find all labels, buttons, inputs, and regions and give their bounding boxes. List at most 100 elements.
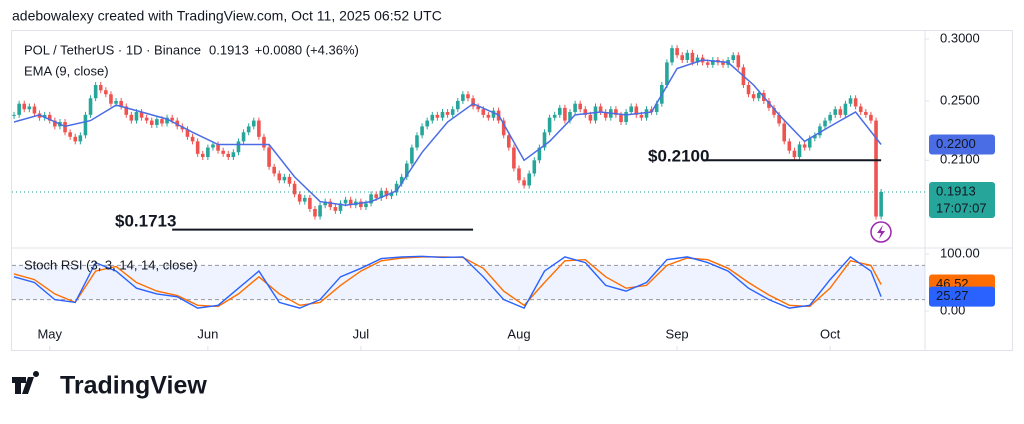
last-price: 0.1913: [209, 42, 249, 57]
candle: [262, 136, 266, 148]
candle: [272, 166, 276, 174]
candle: [802, 144, 807, 148]
candle: [98, 85, 103, 91]
candle: [455, 100, 460, 110]
candle: [206, 147, 210, 158]
candle: [501, 120, 506, 136]
candle: [63, 122, 67, 133]
candle: [547, 117, 552, 133]
ema-line: [13, 59, 882, 206]
candle: [746, 85, 751, 95]
candle: [619, 114, 623, 123]
candle: [17, 103, 21, 115]
candle: [134, 112, 139, 121]
candle: [343, 199, 348, 204]
candle: [777, 114, 781, 124]
candle: [195, 141, 200, 154]
candle: [42, 114, 47, 118]
chart-frame: [11, 30, 1013, 351]
candle: [721, 62, 725, 65]
candle: [267, 147, 271, 167]
candle: [68, 132, 72, 137]
candle: [853, 98, 858, 107]
stoch-legend: Stoch RSI (3, 3, 14, 14, close): [24, 257, 197, 272]
candle: [415, 135, 419, 148]
candle: [47, 114, 52, 121]
logo: TradingView: [12, 371, 207, 400]
candle: [879, 192, 883, 217]
price-change: +0.0080 (+4.36%): [255, 42, 359, 57]
candle: [384, 190, 389, 197]
candle: [221, 150, 225, 154]
ema-tag-text: 0.2200: [936, 136, 976, 151]
x-tick-label: May: [37, 326, 62, 341]
candle: [200, 153, 205, 158]
event-icon-bolt: [877, 225, 885, 239]
candle: [869, 114, 873, 121]
candle: [588, 114, 593, 121]
candle: [864, 112, 868, 115]
candle: [629, 106, 634, 113]
candle: [563, 107, 567, 121]
candle: [838, 109, 843, 115]
candle: [818, 126, 822, 136]
candle: [93, 85, 98, 99]
candle: [425, 120, 429, 127]
ema-legend: EMA (9, close): [24, 63, 109, 78]
candle: [88, 98, 93, 115]
candle: [251, 120, 256, 127]
candle: [527, 173, 531, 186]
candle: [828, 114, 832, 121]
annotation-label: $0.1713: [115, 211, 176, 230]
candle: [149, 120, 154, 125]
candle: [175, 120, 180, 127]
logo-text: TradingView: [60, 372, 207, 400]
candle: [165, 117, 169, 124]
x-tick-label: Jul: [353, 326, 370, 341]
candle: [185, 129, 190, 137]
candle: [394, 183, 399, 193]
x-tick-label: Oct: [820, 326, 841, 341]
y-tick-label: 100.00: [940, 245, 980, 260]
candle: [27, 106, 32, 110]
candle: [583, 109, 588, 115]
candle: [639, 114, 644, 118]
candle: [302, 197, 307, 202]
candle: [160, 119, 164, 124]
candle: [685, 52, 690, 60]
price-tag-box: [929, 182, 995, 219]
candle: [512, 147, 516, 169]
candle: [711, 59, 715, 65]
candle: [277, 173, 282, 181]
candle: [466, 94, 470, 99]
candle: [109, 94, 113, 104]
stoch-tag-text: 25.27: [936, 288, 969, 303]
y-tick-label: 0.2500: [940, 92, 980, 107]
candle: [144, 117, 149, 121]
candle: [782, 123, 787, 142]
candle: [751, 94, 756, 99]
candle: [333, 207, 338, 211]
candle: [78, 135, 83, 142]
candle: [53, 120, 57, 127]
candle: [848, 98, 853, 104]
candle: [323, 201, 327, 206]
candle: [532, 160, 537, 174]
candle: [124, 106, 129, 115]
candle: [430, 114, 435, 121]
candle: [404, 163, 409, 177]
candle: [690, 52, 695, 63]
candle: [359, 201, 363, 208]
candle: [32, 106, 37, 114]
candle: [364, 203, 368, 208]
candle: [558, 107, 562, 115]
candle: [481, 109, 486, 115]
candle: [216, 144, 220, 151]
candle: [180, 126, 185, 130]
x-tick-label: Jun: [197, 326, 218, 341]
candle: [593, 106, 598, 121]
candle: [598, 106, 603, 113]
candle: [644, 109, 649, 118]
candle: [190, 136, 195, 142]
